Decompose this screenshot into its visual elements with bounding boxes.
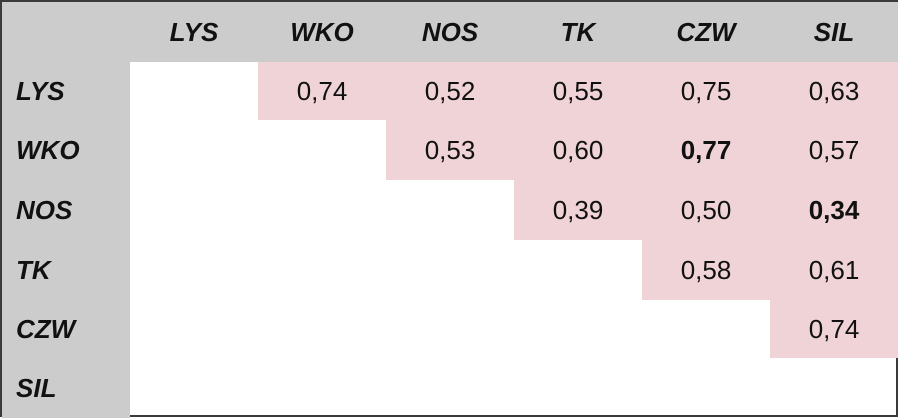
highlight-band-row-nos bbox=[514, 180, 898, 240]
column-header-czw: CZW bbox=[676, 17, 736, 47]
value-cell-nos-sil: 0,34 bbox=[808, 195, 860, 225]
value-cell-tk-czw: 0,58 bbox=[680, 255, 732, 285]
row-header-band bbox=[2, 62, 130, 418]
value-cell-lys-czw: 0,75 bbox=[680, 76, 732, 106]
value-cell-czw-sil: 0,74 bbox=[808, 314, 860, 344]
value-cell-lys-sil: 0,63 bbox=[808, 76, 860, 106]
value-cell-wko-tk: 0,60 bbox=[552, 135, 604, 165]
value-cell-wko-czw: 0,77 bbox=[680, 135, 732, 165]
row-header-sil: SIL bbox=[16, 373, 57, 403]
value-cell-nos-czw: 0,50 bbox=[680, 195, 732, 225]
row-header-wko: WKO bbox=[16, 135, 80, 165]
value-cell-nos-tk: 0,39 bbox=[552, 195, 604, 225]
highlight-band-row-wko bbox=[386, 120, 898, 180]
row-header-nos: NOS bbox=[16, 195, 73, 225]
column-header-band bbox=[2, 2, 898, 62]
value-cell-lys-wko: 0,74 bbox=[296, 76, 348, 106]
row-header-tk: TK bbox=[16, 255, 51, 285]
value-cell-lys-nos: 0,52 bbox=[424, 76, 476, 106]
value-cell-tk-sil: 0,61 bbox=[808, 255, 860, 285]
row-header-czw: CZW bbox=[16, 314, 76, 344]
column-header-lys: LYS bbox=[169, 17, 219, 47]
value-cell-wko-nos: 0,53 bbox=[424, 135, 476, 165]
highlight-band-row-czw bbox=[770, 300, 898, 358]
column-header-nos: NOS bbox=[421, 17, 479, 47]
value-cell-wko-sil: 0,57 bbox=[808, 135, 860, 165]
row-header-lys: LYS bbox=[16, 76, 65, 106]
highlight-band-row-lys bbox=[258, 62, 898, 120]
column-header-sil: SIL bbox=[813, 17, 855, 47]
value-cell-lys-tk: 0,55 bbox=[552, 76, 604, 106]
highlight-band-row-tk bbox=[642, 240, 898, 300]
column-header-wko: WKO bbox=[290, 17, 354, 47]
column-header-tk: TK bbox=[560, 17, 596, 47]
